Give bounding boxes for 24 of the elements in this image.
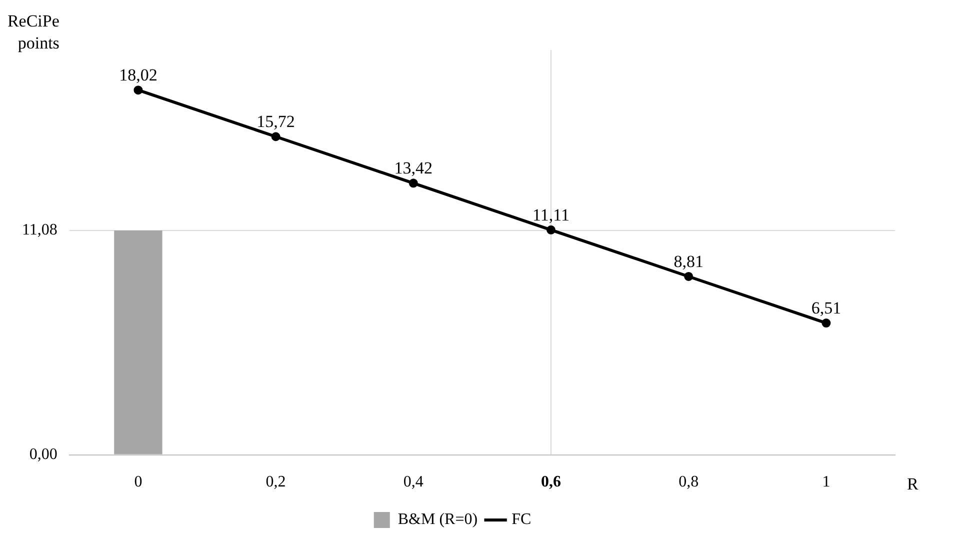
data-label: 11,11 <box>532 205 570 224</box>
data-label: 8,81 <box>674 252 704 271</box>
data-label: 15,72 <box>256 112 295 132</box>
point <box>684 272 694 281</box>
x-tick-label: 0 <box>134 474 142 491</box>
y-tick-label: 0,00 <box>29 446 58 464</box>
y-tick-label: 11,08 <box>22 222 58 239</box>
legend-label: FC <box>512 511 532 528</box>
data-label: 6,51 <box>811 298 842 318</box>
x-tick-label: 0,2 <box>266 474 286 491</box>
data-label: 18,02 <box>119 66 158 85</box>
point <box>546 225 556 234</box>
x-tick-label: 0,8 <box>678 474 699 491</box>
data-label: 13,42 <box>394 158 433 178</box>
point <box>408 178 418 188</box>
legend-label: B&M (R=0) <box>398 511 478 528</box>
x-tick-label: 1 <box>822 474 830 491</box>
x-tick-label: 0,4 <box>403 474 424 491</box>
x-tick-label: 0,6 <box>541 474 562 491</box>
y-axis-title: ReCiPe points <box>7 11 60 52</box>
point <box>822 318 831 328</box>
x-axis-title: R <box>907 474 919 494</box>
point <box>271 132 280 142</box>
point <box>134 86 143 95</box>
